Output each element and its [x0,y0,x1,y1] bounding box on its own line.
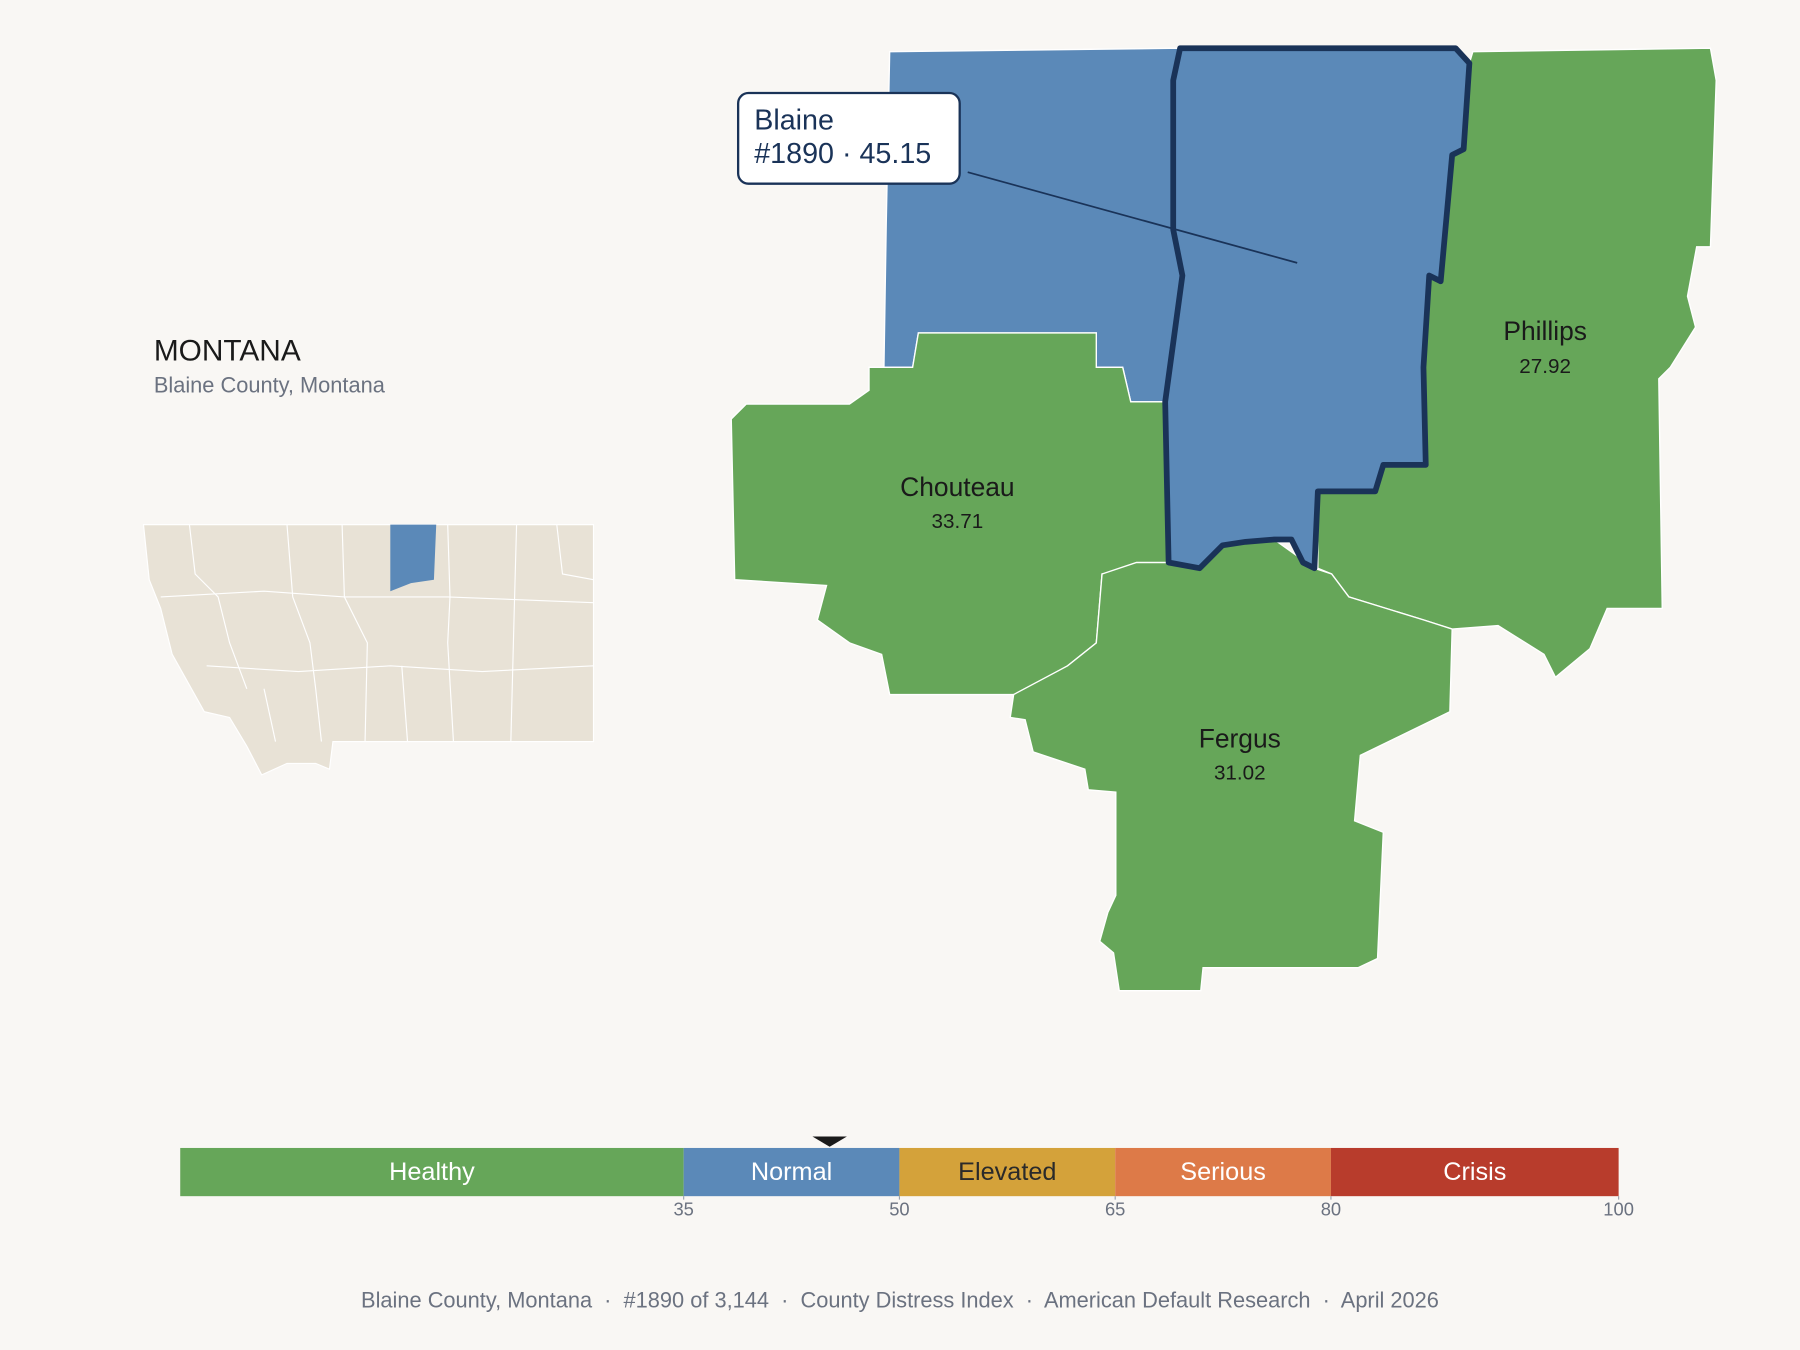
callout-text: #1890 · 45.15 [754,138,931,170]
scale-band-label: Elevated [958,1158,1056,1186]
scale-tick-label: 80 [1321,1199,1341,1220]
county-name: Chouteau [900,472,1014,502]
callout-leader [967,171,1298,264]
focus-county [1162,45,1473,572]
callout-name: Blaine [754,105,834,137]
county-shape [730,332,1170,696]
county-line [341,524,368,742]
subtitle: Blaine County, Montana [154,373,386,398]
county-labels: Chouteau 33.71 Phillips 27.92 Fergus 31.02 [900,316,1587,785]
title: MONTANA [154,334,301,367]
county-line [447,524,455,742]
scale: Healthy Normal Elevated Serious Crisis 35 50 65… [180,1136,1634,1220]
state-county-lines [160,524,594,742]
footer: Blaine County, Montana · #1890 of 3,144 … [361,1288,1439,1313]
county-line [160,590,594,604]
county-value: 33.71 [932,510,984,533]
county-line [206,665,594,673]
county-shape [1009,538,1453,992]
state-inset [142,524,595,776]
scale-band-label: Healthy [389,1158,475,1186]
county-line [286,524,322,742]
county-name: Phillips [1503,316,1587,346]
county-line [556,524,594,581]
callout-box [736,91,961,185]
county-line [510,524,518,742]
scale-band [683,1147,900,1197]
county-value: 31.02 [1214,761,1266,784]
inset-highlight [390,524,437,592]
scale-band [1330,1147,1619,1197]
county-line [263,688,277,742]
scale-tick-label: 100 [1603,1199,1634,1220]
scale-band [180,1147,684,1197]
scale-band [1115,1147,1331,1197]
scale-band [899,1147,1116,1197]
county-name: Fergus [1199,723,1281,753]
county-line [188,524,248,689]
scale-tick-label: 50 [889,1199,909,1220]
scale-tick-label: 65 [1105,1199,1125,1220]
scale-band-label: Crisis [1443,1158,1506,1186]
scale-band-label: Normal [751,1158,832,1186]
county-value: 27.92 [1519,355,1571,378]
scale-marker [812,1136,847,1147]
scale-band-label: Serious [1180,1158,1266,1186]
scale-tick-label: 35 [673,1199,693,1220]
county-line [401,665,409,742]
state-outline [142,524,595,776]
